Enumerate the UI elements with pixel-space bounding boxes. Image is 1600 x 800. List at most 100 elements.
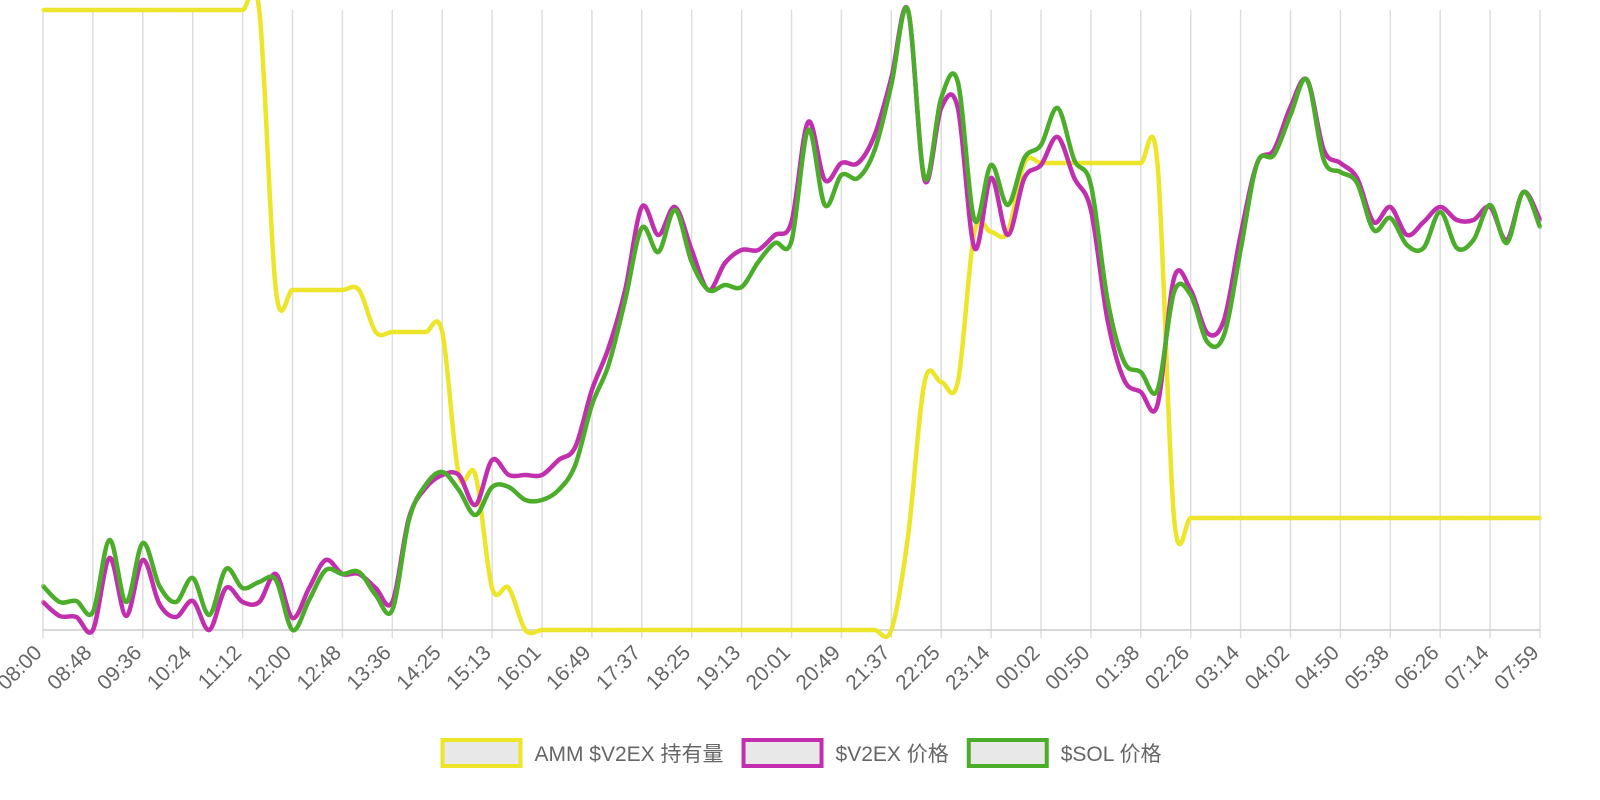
point (1205, 340, 1210, 344)
x-tick-label: 18:25 (642, 641, 695, 694)
point (1388, 205, 1393, 209)
point (57, 8, 62, 12)
point (889, 83, 894, 87)
point (174, 600, 179, 604)
point (1438, 205, 1443, 209)
point (207, 8, 212, 12)
point (57, 600, 62, 604)
point (490, 458, 495, 462)
x-tick-label: 07:59 (1490, 641, 1543, 694)
point (506, 473, 511, 477)
legend-label: $V2EX 价格 (836, 743, 949, 766)
point (174, 8, 179, 12)
point (606, 628, 611, 632)
point (656, 250, 661, 254)
point (673, 208, 678, 212)
point (174, 615, 179, 619)
point (656, 233, 661, 237)
point (290, 628, 295, 632)
point (772, 241, 777, 245)
point (1504, 516, 1509, 520)
point (872, 628, 877, 632)
point (1039, 143, 1043, 147)
point (1221, 516, 1226, 520)
point (506, 485, 511, 489)
point (523, 498, 528, 502)
point (1221, 333, 1226, 337)
legend-label: $SOL 价格 (1061, 743, 1162, 766)
x-tick-label: 11:12 (194, 641, 246, 693)
point (506, 586, 511, 590)
point (589, 628, 594, 632)
point (606, 346, 611, 350)
point (423, 330, 428, 334)
point (540, 628, 544, 632)
point (90, 610, 95, 614)
point (739, 628, 744, 632)
point (456, 488, 461, 492)
point (772, 233, 777, 237)
point (955, 80, 960, 84)
legend: AMM $V2EX 持有量 $V2EX 价格 $SOL 价格 (440, 738, 1162, 768)
point (1338, 516, 1343, 520)
point (1338, 170, 1343, 174)
point (1355, 516, 1360, 520)
point (806, 120, 811, 124)
point (190, 599, 195, 603)
point (722, 261, 727, 265)
point (223, 8, 228, 12)
point (273, 572, 278, 576)
point (190, 8, 195, 12)
point (107, 8, 112, 12)
point (373, 586, 378, 590)
point (340, 572, 345, 576)
point (1172, 290, 1177, 294)
x-tick-label: 20:49 (792, 641, 845, 694)
point (440, 330, 445, 334)
point (1471, 218, 1476, 222)
point (1238, 516, 1243, 520)
point (822, 628, 827, 632)
point (1338, 161, 1343, 165)
point (972, 246, 977, 250)
point (556, 628, 561, 632)
point (989, 176, 994, 180)
point (1404, 516, 1409, 520)
point (1155, 403, 1160, 407)
point (74, 615, 79, 619)
point (1471, 516, 1476, 520)
point (223, 586, 228, 590)
point (273, 578, 278, 582)
legend-swatch (440, 738, 523, 768)
x-tick-label: 16:01 (492, 641, 545, 694)
point (207, 613, 212, 617)
point (1471, 238, 1476, 242)
point (523, 628, 528, 632)
point (390, 330, 395, 334)
point (1388, 516, 1393, 520)
point (872, 133, 877, 137)
point (1005, 203, 1010, 207)
point (473, 473, 478, 477)
point (789, 628, 794, 632)
point (307, 586, 312, 590)
point (1454, 218, 1459, 222)
point (140, 541, 145, 545)
point (573, 628, 578, 632)
point (1321, 516, 1326, 520)
x-tick-label: 06:26 (1390, 641, 1443, 694)
point (639, 226, 644, 230)
point (839, 173, 844, 177)
point (573, 463, 578, 467)
point (357, 288, 362, 292)
point (1271, 516, 1276, 520)
point (1321, 158, 1326, 162)
point (789, 239, 794, 243)
point (456, 473, 461, 477)
point (1538, 516, 1542, 520)
point (124, 600, 129, 604)
point (1105, 298, 1110, 302)
point (140, 558, 145, 562)
point (307, 288, 312, 292)
point (822, 178, 827, 182)
